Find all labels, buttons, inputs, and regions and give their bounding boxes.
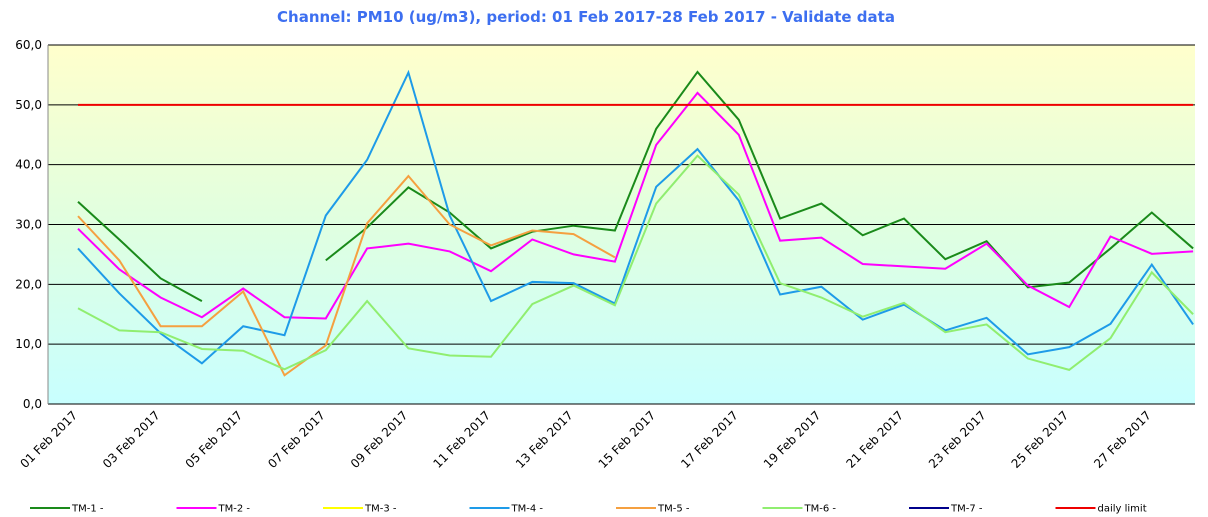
legend-label: TM-2 -	[218, 504, 251, 515]
x-tick-label: 07 Feb 2017	[265, 408, 328, 471]
x-tick-label: 03 Feb 2017	[100, 408, 163, 471]
x-tick-label: 05 Feb 2017	[183, 408, 246, 471]
x-tick-label: 01 Feb 2017	[17, 408, 80, 471]
x-tick-label: 21 Feb 2017	[843, 408, 906, 471]
x-tick-label: 11 Feb 2017	[430, 408, 493, 471]
y-tick-label: 50,0	[15, 98, 42, 112]
x-tick-label: 15 Feb 2017	[596, 408, 659, 471]
x-tick-label: 27 Feb 2017	[1091, 408, 1154, 471]
x-tick-label: 19 Feb 2017	[761, 408, 824, 471]
legend-label: TM-5 -	[657, 504, 690, 515]
x-tick-label: 25 Feb 2017	[1009, 408, 1072, 471]
series-line	[77, 70, 1194, 302]
y-tick-label: 60,0	[15, 38, 42, 52]
legend-label: TM-1 -	[71, 504, 104, 515]
legend-label: TM-4 -	[511, 504, 544, 515]
y-tick-label: 30,0	[15, 218, 42, 232]
x-tick-label: 17 Feb 2017	[678, 408, 741, 471]
series-line	[77, 174, 616, 377]
y-tick-label: 10,0	[15, 337, 42, 351]
chart-title: Channel: PM10 (ug/m3), period: 01 Feb 20…	[277, 8, 895, 26]
x-tick-label: 23 Feb 2017	[926, 408, 989, 471]
y-tick-label: 0,0	[23, 397, 42, 411]
legend-label: TM-3 -	[364, 504, 397, 515]
series-line	[77, 69, 1194, 365]
legend-label: daily limit	[1098, 504, 1147, 515]
y-tick-label: 20,0	[15, 277, 42, 291]
x-tick-label: 13 Feb 2017	[513, 408, 576, 471]
legend-label: TM-6 -	[804, 504, 837, 515]
series-line	[77, 154, 1194, 371]
x-tick-label: 09 Feb 2017	[348, 408, 411, 471]
y-tick-label: 40,0	[15, 158, 42, 172]
legend-label: TM-7 -	[950, 504, 983, 515]
series-line	[77, 91, 1194, 320]
